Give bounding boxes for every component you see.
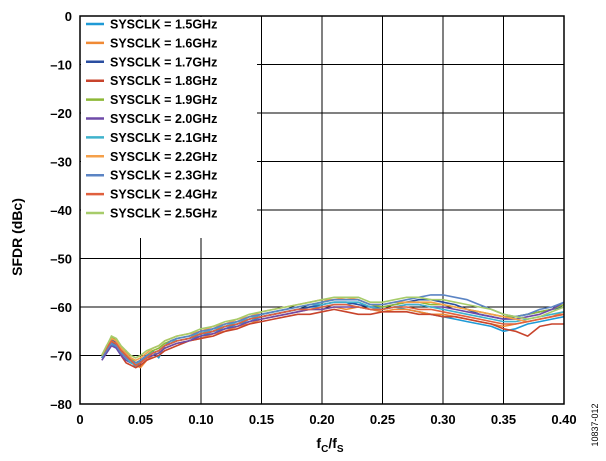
legend-label: SYSCLK = 2.0GHz <box>110 112 217 126</box>
y-axis-label: SFDR (dBc) <box>9 198 25 276</box>
series-line-10 <box>101 303 565 367</box>
legend-label: SYSCLK = 2.5GHz <box>110 207 217 221</box>
legend-label: SYSCLK = 2.1GHz <box>110 131 217 145</box>
series-line-1 <box>101 301 565 369</box>
y-tick-label: –10 <box>50 58 72 73</box>
y-tick-label: 0 <box>65 9 72 24</box>
x-tick-label: 0.30 <box>430 412 455 427</box>
legend-box <box>81 17 257 238</box>
y-tick-label: –60 <box>50 300 72 315</box>
x-tick-label: 0.25 <box>370 412 395 427</box>
legend-label: SYSCLK = 1.8GHz <box>110 74 217 88</box>
x-axis-label-slash: /f <box>328 435 337 451</box>
x-tick-label: 0.35 <box>491 412 516 427</box>
y-tick-label: –80 <box>50 397 72 412</box>
series-line-4 <box>101 308 564 369</box>
x-tick-label: 0.15 <box>249 412 274 427</box>
plot-frame <box>79 15 565 405</box>
legend-label: SYSCLK = 1.5GHz <box>110 18 217 32</box>
series-lines <box>101 294 565 369</box>
legend-label: SYSCLK = 1.7GHz <box>110 55 217 69</box>
x-tick-label: 0.40 <box>551 412 576 427</box>
y-tick-label: –20 <box>50 106 72 121</box>
y-tick-labels: 0 –10 –20 –30 –40 –50 –60 –70 –80 <box>50 9 72 412</box>
series-line-11 <box>101 296 565 359</box>
series-line-9 <box>101 294 565 364</box>
legend-label: SYSCLK = 2.3GHz <box>110 169 217 183</box>
x-axis-label-f: f <box>316 435 321 451</box>
figure-id: 10837-012 <box>590 403 600 446</box>
legend-label: SYSCLK = 2.2GHz <box>110 150 217 164</box>
legend-label: SYSCLK = 1.9GHz <box>110 93 217 107</box>
y-tick-label: –70 <box>50 349 72 364</box>
x-tick-label: 0.05 <box>128 412 153 427</box>
plot-border <box>79 15 565 405</box>
x-tick-label: 0.10 <box>188 412 213 427</box>
x-tick-labels: 0 0.05 0.10 0.15 0.20 0.25 0.30 0.35 0.40 <box>76 412 576 427</box>
x-tick-label: 0 <box>76 412 83 427</box>
y-tick-label: –40 <box>50 203 72 218</box>
x-tick-label: 0.20 <box>309 412 334 427</box>
x-axis-label: fC/fS <box>316 435 343 455</box>
legend-label: SYSCLK = 1.6GHz <box>110 36 217 50</box>
series-line-2 <box>101 306 565 369</box>
y-tick-label: –30 <box>50 155 72 170</box>
y-tick-label: –50 <box>50 252 72 267</box>
x-axis-label-sub-s: S <box>337 444 344 455</box>
x-axis-label-sub-c: C <box>321 444 328 455</box>
legend-label: SYSCLK = 2.4GHz <box>110 188 217 202</box>
legend: SYSCLK = 1.5GHz SYSCLK = 1.6GHz SYSCLK = 1… <box>81 17 257 238</box>
